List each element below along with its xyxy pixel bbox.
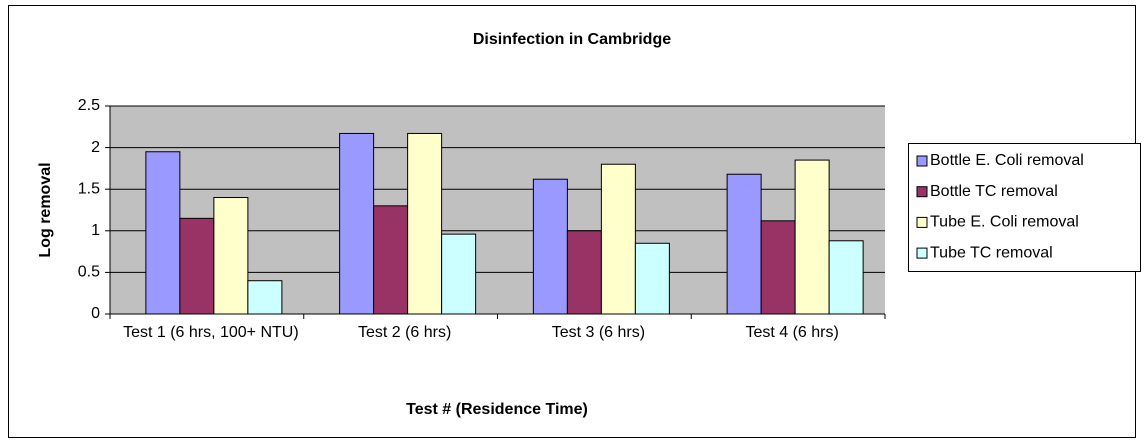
legend-swatch [916, 247, 928, 259]
chart-title: Disinfection in Cambridge [473, 31, 671, 48]
bar [373, 205, 409, 315]
x-tick-label: Test 2 (6 hrs) [357, 324, 452, 341]
bar [179, 217, 215, 315]
bar [828, 240, 864, 315]
bar [566, 230, 602, 315]
legend-label: Bottle E. Coli removal [930, 152, 1084, 169]
bar [760, 220, 796, 315]
bar [532, 178, 568, 315]
y-tick-label: 1 [91, 222, 100, 239]
legend-swatch [916, 155, 928, 167]
legend-label: Tube E. Coli removal [930, 214, 1079, 231]
x-axis-title: Test # (Residence Time) [406, 401, 588, 418]
x-tick-label: Test 1 (6 hrs, 100+ NTU) [123, 324, 299, 341]
legend-swatch [916, 216, 928, 228]
y-tick-label: 0 [91, 305, 100, 322]
bar [339, 132, 375, 315]
legend-box [908, 143, 1141, 272]
y-tick-label: 1.5 [78, 180, 100, 197]
y-tick-label: 2.5 [78, 97, 100, 114]
bar [794, 159, 830, 315]
legend-label: Tube TC removal [930, 244, 1053, 261]
x-tick-label: Test 3 (6 hrs) [551, 324, 646, 341]
bar [247, 280, 283, 315]
bar [441, 233, 477, 315]
bar [407, 132, 443, 315]
x-tick-label: Test 4 (6 hrs) [745, 324, 839, 341]
bar [213, 197, 249, 315]
y-axis-title: Log removal [37, 162, 54, 257]
bar [726, 173, 762, 315]
y-tick-label: 0.5 [78, 264, 100, 281]
bar [634, 242, 670, 315]
bar [600, 163, 636, 315]
legend-swatch [916, 186, 928, 198]
bar [145, 151, 181, 315]
legend-label: Bottle TC removal [930, 183, 1058, 200]
y-tick-label: 2 [91, 139, 100, 156]
